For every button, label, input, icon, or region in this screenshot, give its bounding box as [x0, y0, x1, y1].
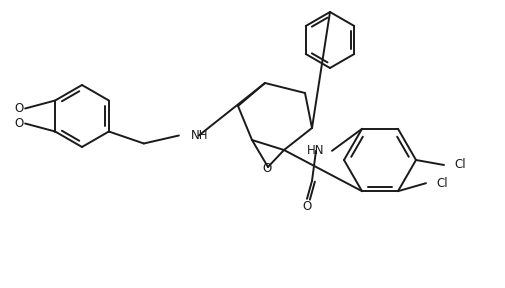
Text: Cl: Cl	[436, 177, 447, 190]
Text: O: O	[14, 117, 23, 130]
Text: O: O	[302, 200, 312, 213]
Text: O: O	[263, 162, 272, 175]
Text: Cl: Cl	[454, 158, 466, 171]
Text: HN: HN	[307, 144, 324, 157]
Text: NH: NH	[191, 129, 209, 142]
Text: O: O	[14, 102, 23, 115]
